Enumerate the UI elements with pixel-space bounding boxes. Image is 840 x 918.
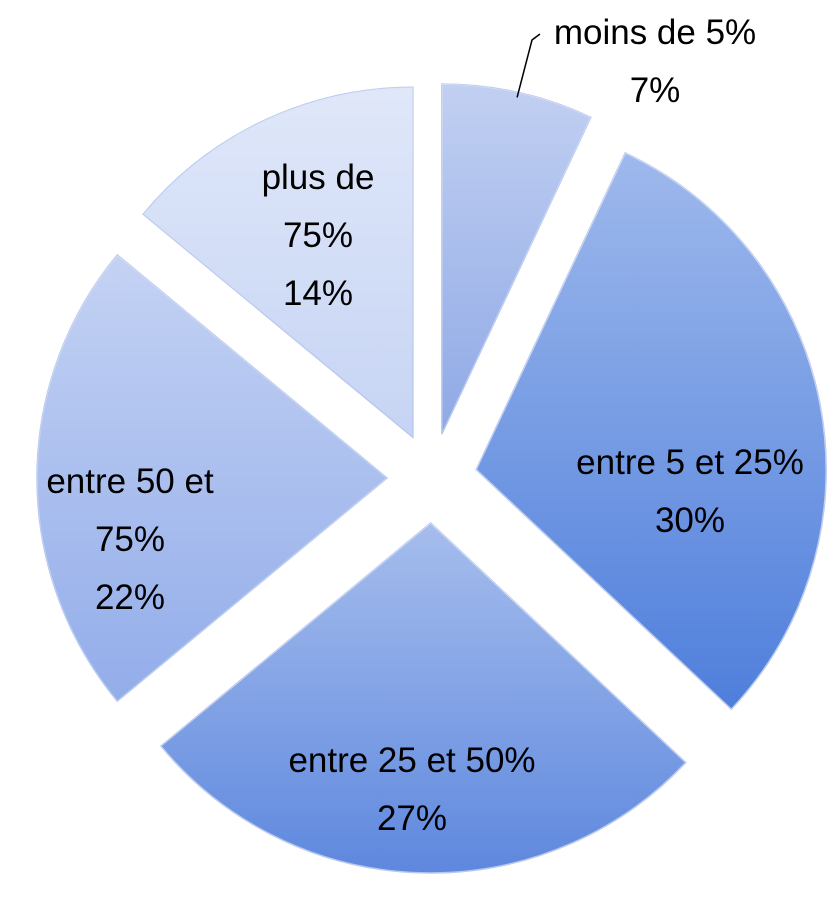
value-label: 30% xyxy=(654,501,726,540)
slice-label: plus de 75% 14% xyxy=(231,149,406,323)
category-label: entre 5 et 25% xyxy=(576,443,804,482)
leader-line xyxy=(516,33,541,98)
slice-shine xyxy=(441,84,591,435)
slice-label: entre 5 et 25% 30% xyxy=(530,434,840,550)
value-label: 22% xyxy=(94,578,166,617)
slice-shine xyxy=(36,254,387,702)
slice-label: entre 25 et 50% 27% xyxy=(242,732,582,848)
value-label: 14% xyxy=(282,274,354,313)
category-label: plus de 75% xyxy=(261,158,375,255)
slice-label: entre 50 et 75% 22% xyxy=(10,453,250,627)
slice-shine xyxy=(160,522,686,873)
slice-label: moins de 5% 7% xyxy=(495,4,815,120)
category-label: moins de 5% xyxy=(553,13,757,52)
value-label: 7% xyxy=(629,71,681,110)
category-label: entre 50 et 75% xyxy=(46,462,214,559)
category-label: entre 25 et 50% xyxy=(288,741,536,780)
value-label: 27% xyxy=(376,799,448,838)
slice-shine xyxy=(143,87,413,438)
slice-shine xyxy=(476,152,827,710)
